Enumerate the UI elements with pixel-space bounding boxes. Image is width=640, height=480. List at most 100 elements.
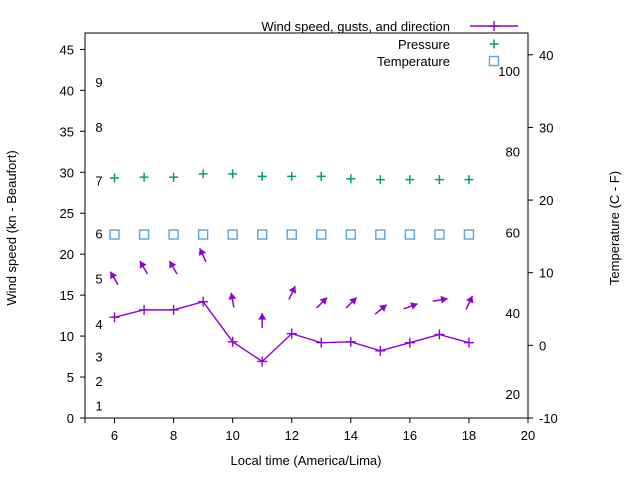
y2-axis-title: Temperature (C - F) [607,171,622,285]
temperature-point [197,229,209,240]
y2-ticklabel-fahrenheit: 40 [506,306,520,321]
x-axis-title: Local time (America/Lima) [231,453,382,468]
temperature-point [375,229,386,240]
pressure-point [198,169,208,179]
y-ticklabel-beaufort: 3 [95,350,102,365]
temperature-point [109,229,120,240]
wind-speed-point [109,312,120,323]
y-ticklabel-beaufort: 4 [95,317,102,332]
y2-ticklabel-fahrenheit: 60 [506,225,520,240]
y-ticklabel-kn: 10 [60,329,74,344]
pressure-point [405,175,415,185]
gust-direction-arrow [168,260,178,275]
legend-layer: Wind speed, gusts, and direction Pressure… [261,19,518,69]
temperature-point [168,229,179,240]
legend-item: Pressure [398,37,499,52]
gust-direction-arrow [288,285,297,300]
x-ticklabel: 16 [403,428,417,443]
temperature-point [345,229,356,240]
pressure-point [139,172,149,182]
legend-label: Temperature [377,54,450,69]
wind-speed-point [227,336,238,347]
wind-speed-point [345,336,356,347]
gust-direction-arrow [374,303,388,315]
legend-item: Temperature [377,54,500,69]
y-ticklabel-beaufort: 6 [95,227,102,242]
legend-item: Wind speed, gusts, and direction [261,19,518,34]
wind-speed-point [168,304,179,315]
wind-speed-point [434,329,445,340]
y-ticklabel-beaufort: 9 [95,75,102,90]
y2-ticklabel-fahrenheit: 20 [506,387,520,402]
wind-speed-point [257,356,268,367]
pressure-point [375,175,385,185]
gust-direction-arrow [345,296,358,309]
y-ticklabel-kn: 5 [67,370,74,385]
y-axis-title: Wind speed (kn - Beaufort) [4,150,19,305]
y2-ticklabel-celsius: 30 [539,120,553,135]
legend-sample-marker [489,39,499,49]
legend-label: Pressure [398,37,450,52]
gust-direction-arrow [198,248,207,263]
y-ticklabel-beaufort: 1 [95,399,102,414]
gust-direction-arrow [315,296,328,309]
gust-direction-arrow [258,313,267,329]
wind-speed-point [316,337,327,348]
y2-ticklabel-fahrenheit: 100 [498,64,520,79]
x-ticklabel: 12 [284,428,298,443]
plot-frame [84,32,529,419]
wind-speed-point [463,337,474,348]
gust-direction-arrow [109,271,119,285]
pressure-point [464,175,474,185]
legend-label: Wind speed, gusts, and direction [261,19,450,34]
pressure-point [110,173,120,183]
x-ticklabel: 10 [225,428,239,443]
wind-speed-point [198,296,209,307]
x-ticklabel: 6 [111,428,118,443]
pressure-point [287,171,297,181]
x-ticklabel: 20 [521,428,535,443]
y-ticklabel-kn: 0 [67,411,74,426]
y-ticklabel-kn: 25 [60,206,74,221]
temperature-point [463,229,475,240]
temperature-point [138,229,150,240]
y2-ticklabel-celsius: 0 [539,338,546,353]
gust-direction-arrow [465,295,474,310]
pressure-point [346,174,356,184]
y2-ticklabel-celsius: 10 [539,266,553,281]
wind-speed-point [139,304,150,315]
y2-ticklabel-celsius: -10 [539,411,558,426]
x-ticklabel: 8 [170,428,177,443]
pressure-point [228,169,238,179]
y-ticklabel-beaufort: 8 [95,120,102,135]
y2-ticklabel-celsius: 40 [539,48,553,63]
wind-speed-point [404,337,415,348]
y-ticklabel-kn: 20 [60,247,74,262]
y2-ticklabel-celsius: 20 [539,193,553,208]
temperature-point [257,229,268,240]
temperature-point [404,229,416,240]
gust-direction-arrow [403,302,418,310]
y-ticklabel-kn: 40 [60,83,74,98]
y2-ticklabel-fahrenheit: 80 [506,145,520,160]
y-ticklabel-beaufort: 5 [95,272,102,287]
pressure-point [257,171,267,181]
axes-layer: 051015202530354045123456789-100102030402… [60,32,558,443]
y-ticklabel-beaufort: 2 [95,374,102,389]
x-ticklabel: 18 [462,428,476,443]
pressure-point [434,175,444,185]
gust-direction-arrow [139,260,149,275]
y-ticklabel-beaufort: 7 [95,173,102,188]
legend-sample-marker [488,55,500,67]
wind-speed-point [286,328,297,339]
data-layer [109,169,475,367]
pressure-point [316,171,326,181]
temperature-point [434,229,445,240]
y-ticklabel-kn: 15 [60,288,74,303]
y-ticklabel-kn: 35 [60,124,74,139]
y-ticklabel-kn: 30 [60,165,74,180]
labels-layer: Local time (America/Lima) Wind speed (kn … [4,150,622,468]
gust-direction-arrow [228,292,237,308]
wind-speed-point [375,345,386,356]
